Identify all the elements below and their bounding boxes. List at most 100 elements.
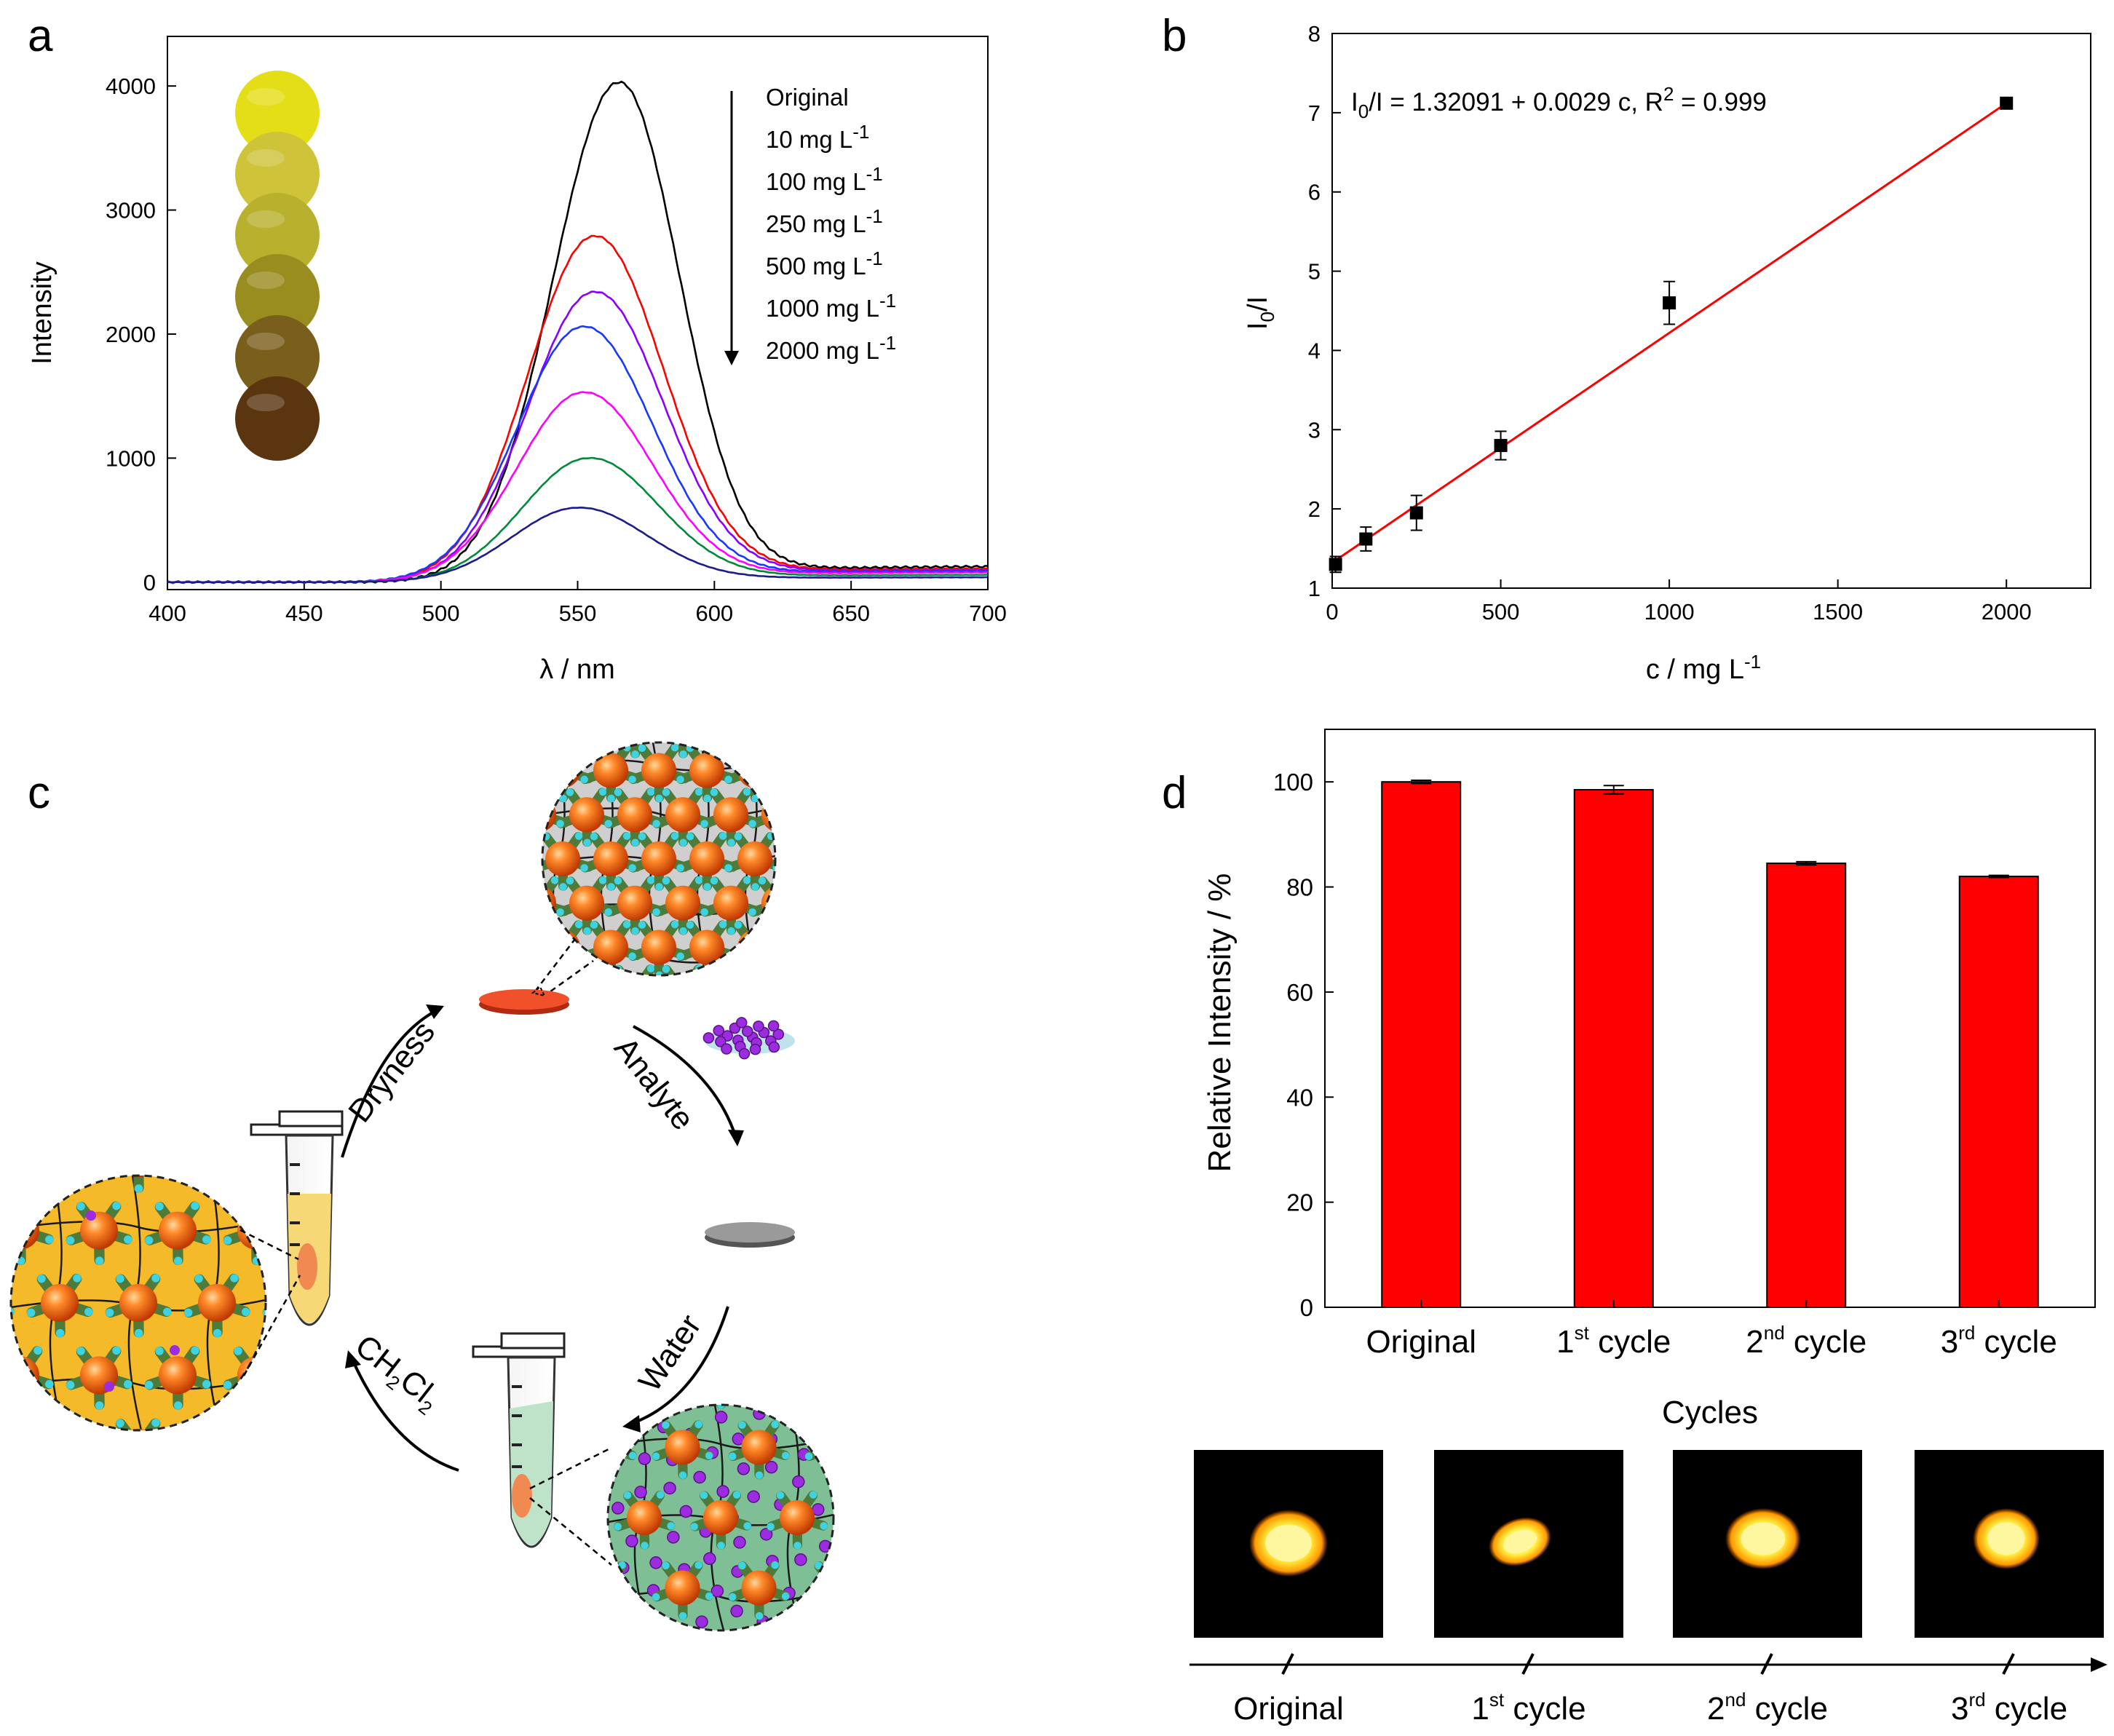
ligand-tip xyxy=(174,1546,182,1554)
sample-swatch xyxy=(235,71,320,155)
ligand-arm xyxy=(803,925,818,947)
ligand-tip xyxy=(17,1546,25,1554)
ligand-tip xyxy=(499,1593,507,1601)
tube-ch2cl2-yellow xyxy=(250,1110,344,1326)
ligand-tip xyxy=(194,1274,203,1283)
ligand-arm xyxy=(779,991,780,1018)
ligand-arm xyxy=(962,1729,988,1736)
ligand-arm xyxy=(774,898,775,916)
ligand-tip xyxy=(771,1420,779,1429)
ligand-tip xyxy=(638,832,646,841)
ligand-tip xyxy=(690,1382,698,1390)
ligand-arm xyxy=(726,742,737,758)
cage-sphere xyxy=(237,1501,275,1539)
ligand-tip xyxy=(727,1015,735,1023)
ligand-tip xyxy=(847,1561,855,1569)
ligand-arm xyxy=(731,991,732,1018)
ligand-tip xyxy=(783,833,791,841)
ligand-arm xyxy=(848,1377,874,1386)
ligand-tip xyxy=(151,1418,160,1427)
cage-sphere xyxy=(41,1176,79,1178)
ligand-arm xyxy=(792,1405,803,1409)
ligand-arm xyxy=(809,1307,835,1315)
ligand-arm xyxy=(801,991,827,1000)
ligand-arm xyxy=(542,921,568,953)
ligand-arm xyxy=(566,964,592,975)
ligand-tip xyxy=(793,1542,801,1550)
cage-sphere xyxy=(737,930,772,965)
ligand-tip xyxy=(919,1663,927,1671)
ligand-arm xyxy=(912,1566,927,1588)
ligand-tip xyxy=(733,1632,741,1640)
sample-swatch-shine xyxy=(247,272,285,289)
cage-sphere xyxy=(617,742,652,744)
a-ytick-label: 4000 xyxy=(106,74,156,99)
ligand-arm xyxy=(60,1158,88,1167)
ligand-tip xyxy=(518,700,526,708)
ligand-tip xyxy=(962,1350,970,1358)
analyte-particle xyxy=(679,1505,693,1518)
analyte-particle xyxy=(730,1604,743,1618)
ligand-arm xyxy=(250,1225,262,1266)
ligand-arm xyxy=(250,1346,266,1381)
data-point xyxy=(2000,96,2014,110)
category-label: 2nd cycle xyxy=(1746,1322,1866,1360)
cage-sphere xyxy=(395,1501,432,1539)
ligand-arm xyxy=(683,1285,698,1307)
ligand-tip xyxy=(729,951,737,960)
panel-c-label: c xyxy=(28,768,50,818)
ligand-tip xyxy=(850,908,858,916)
ligand-arm xyxy=(678,742,689,758)
ligand-tip xyxy=(1000,1561,1008,1569)
cage-sphere xyxy=(856,1500,891,1535)
ligand-tip xyxy=(184,1164,192,1172)
sample-swatch xyxy=(235,193,320,277)
ligand-tip xyxy=(191,1057,199,1065)
bar xyxy=(1381,781,1462,1308)
ligand-tip xyxy=(371,1474,379,1482)
ligand-arm xyxy=(530,1307,531,1333)
ligand-arm xyxy=(726,964,752,975)
ligand-arm xyxy=(886,1729,911,1736)
cage-sphere xyxy=(355,1429,393,1467)
ligand-arm xyxy=(827,970,842,991)
ligand-tip xyxy=(809,1350,818,1358)
ligand-tip xyxy=(748,820,756,828)
ligand-tip xyxy=(703,794,711,803)
ligand-tip xyxy=(755,1471,764,1480)
ligand-arm xyxy=(71,1086,99,1095)
ligand-tip xyxy=(580,1350,588,1358)
ligand-tip xyxy=(427,1057,435,1065)
ligand-tip xyxy=(815,921,823,929)
panel-d-ylabel: Relative Intensity / % xyxy=(1202,873,1238,1173)
ligand-tip xyxy=(767,1523,775,1531)
ligand-tip xyxy=(590,921,598,929)
ligand-tip xyxy=(622,920,631,929)
panel-a-ticks: 400 450 500 550 600 650 700 0 1000 2000 3000 4000 xyxy=(106,74,1007,626)
ligand-arm xyxy=(962,1447,988,1456)
ligand-tip xyxy=(223,1526,231,1534)
arrow-analyte-head xyxy=(728,1130,744,1146)
ligand-arm xyxy=(614,964,640,975)
ligand-tip xyxy=(112,1346,121,1355)
ligand-arm xyxy=(239,1063,256,1086)
ligand-tip xyxy=(772,952,775,961)
ligand-tip xyxy=(847,1421,855,1429)
ligand-tip xyxy=(886,1350,894,1358)
ligand-arm xyxy=(194,1419,223,1430)
legend-decrease-arrow-head xyxy=(724,351,739,365)
ligand-arm xyxy=(317,1497,335,1520)
ligand-tip xyxy=(191,1201,199,1210)
cycle-photo-label: 3rd cycle xyxy=(1951,1689,2067,1727)
ligand-tip xyxy=(767,1663,775,1671)
ligand-tip xyxy=(292,1329,300,1337)
a-xtick-label: 700 xyxy=(969,601,1007,626)
network-line xyxy=(11,1143,266,1153)
ligand-tip xyxy=(807,965,815,973)
ligand-arm xyxy=(530,1729,531,1736)
ligand-arm xyxy=(256,1520,285,1529)
ligand-tip xyxy=(263,1164,271,1172)
ligand-arm xyxy=(695,1658,721,1667)
cage-sphere xyxy=(119,1428,157,1430)
network-line xyxy=(11,1064,266,1074)
